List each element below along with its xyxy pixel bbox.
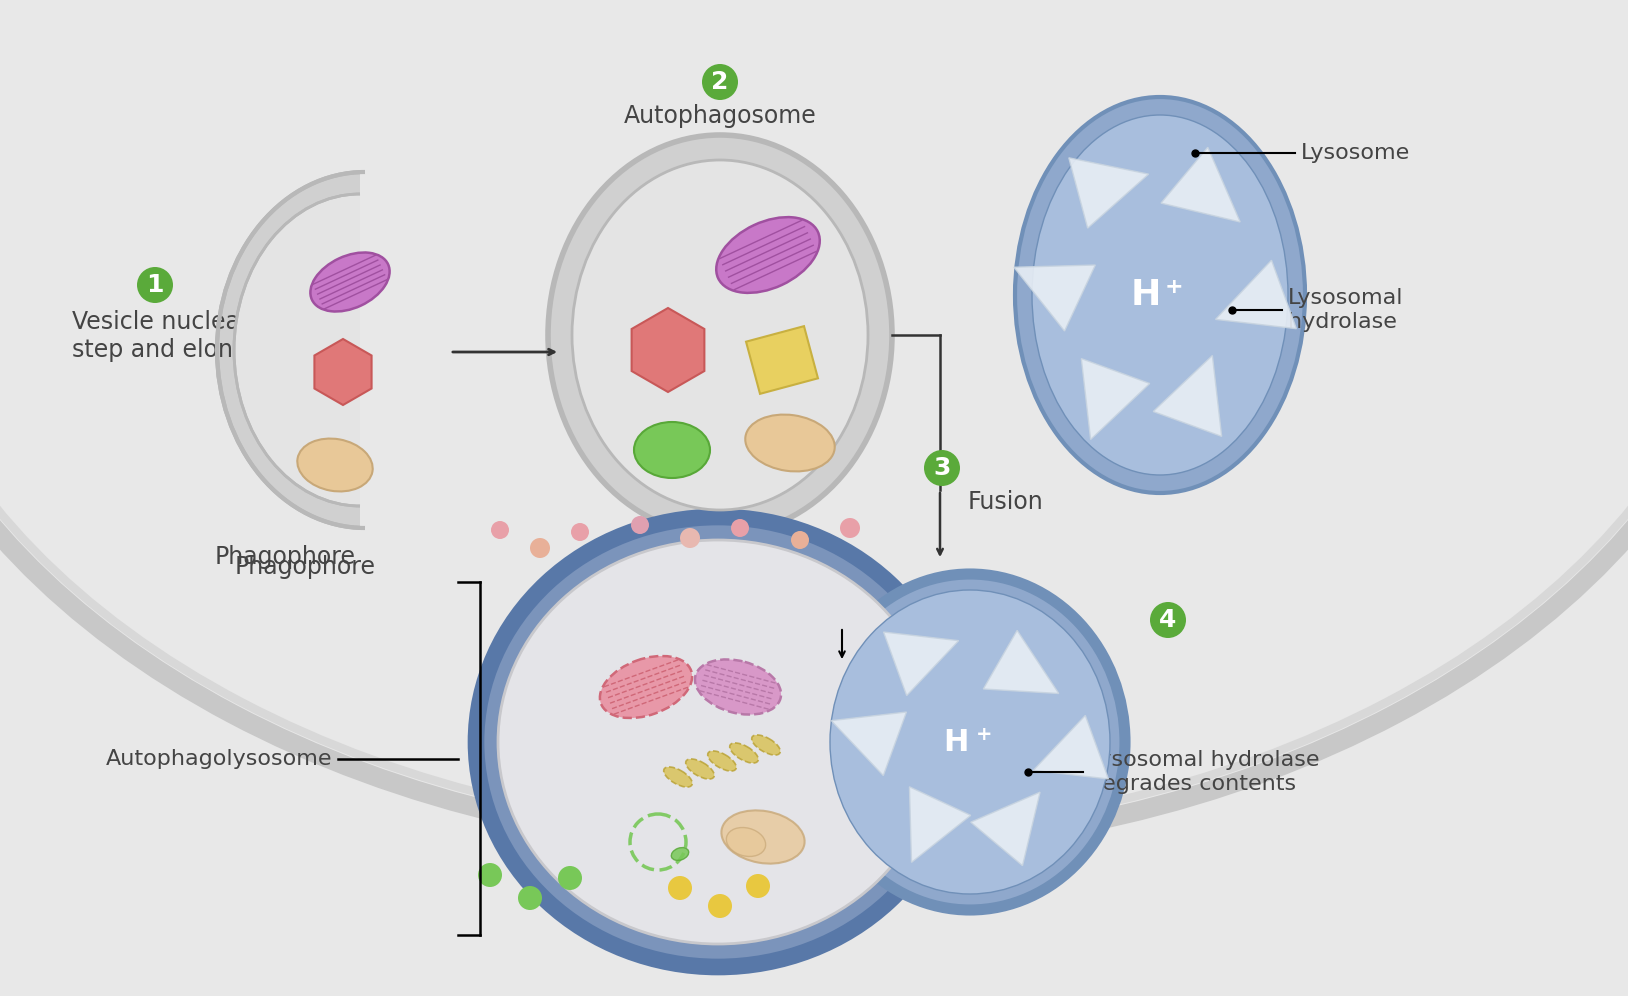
Circle shape (746, 874, 770, 898)
Ellipse shape (311, 253, 389, 312)
Circle shape (479, 863, 501, 887)
Text: Lysosome: Lysosome (1301, 143, 1410, 163)
Ellipse shape (298, 438, 373, 491)
Text: Lysosomal hydrolase
degrades contents: Lysosomal hydrolase degrades contents (1088, 750, 1320, 794)
Polygon shape (314, 339, 371, 405)
Ellipse shape (633, 422, 710, 478)
Ellipse shape (664, 767, 692, 787)
Circle shape (571, 523, 589, 541)
Circle shape (702, 64, 737, 100)
Text: Autophagosome: Autophagosome (624, 104, 816, 128)
Circle shape (681, 528, 700, 548)
Circle shape (492, 521, 510, 539)
Text: Phagophore: Phagophore (234, 555, 376, 579)
Ellipse shape (234, 194, 487, 506)
Ellipse shape (475, 517, 961, 967)
Ellipse shape (726, 828, 765, 857)
Ellipse shape (830, 590, 1110, 894)
Polygon shape (1161, 147, 1241, 222)
Polygon shape (970, 792, 1040, 866)
FancyBboxPatch shape (746, 326, 817, 393)
Text: Vesicle nucleation
step and elongation: Vesicle nucleation step and elongation (72, 310, 308, 362)
Polygon shape (910, 787, 970, 863)
Circle shape (708, 894, 733, 918)
Text: 3: 3 (933, 456, 951, 480)
Polygon shape (1070, 157, 1149, 228)
Text: Phagophore: Phagophore (215, 545, 355, 569)
Ellipse shape (695, 659, 781, 714)
Polygon shape (884, 632, 959, 695)
Ellipse shape (498, 540, 938, 944)
Circle shape (558, 866, 581, 890)
Ellipse shape (549, 135, 892, 535)
Circle shape (925, 450, 961, 486)
Polygon shape (832, 712, 907, 776)
Ellipse shape (217, 172, 513, 528)
Text: Lysosomal
hydrolase: Lysosomal hydrolase (1288, 289, 1403, 332)
Ellipse shape (752, 735, 780, 755)
Circle shape (632, 516, 650, 534)
Text: H: H (943, 727, 969, 757)
Polygon shape (1081, 359, 1149, 439)
Ellipse shape (1014, 97, 1306, 493)
Ellipse shape (599, 656, 692, 718)
Text: Autophagolysosome: Autophagolysosome (106, 749, 332, 769)
Text: H: H (1131, 278, 1161, 312)
Bar (360, 162, 527, 538)
Text: 1: 1 (147, 273, 164, 297)
Ellipse shape (708, 751, 736, 771)
Ellipse shape (671, 848, 689, 861)
Circle shape (518, 886, 542, 910)
Text: 4: 4 (1159, 608, 1177, 632)
Polygon shape (1153, 356, 1221, 436)
Polygon shape (1034, 715, 1109, 779)
Polygon shape (983, 630, 1058, 693)
Text: Fusion: Fusion (969, 490, 1044, 514)
Ellipse shape (0, 0, 1628, 850)
Circle shape (731, 519, 749, 537)
Bar (0, 200, 1628, 996)
Ellipse shape (746, 414, 835, 471)
Text: +: + (1164, 277, 1184, 297)
Circle shape (531, 538, 550, 558)
Ellipse shape (571, 160, 868, 510)
Polygon shape (1014, 265, 1096, 331)
Circle shape (667, 876, 692, 900)
Ellipse shape (721, 811, 804, 864)
Ellipse shape (685, 759, 715, 779)
Ellipse shape (716, 217, 821, 293)
Polygon shape (632, 308, 705, 392)
Ellipse shape (1032, 115, 1288, 475)
Ellipse shape (729, 743, 759, 763)
Ellipse shape (816, 574, 1125, 910)
Text: +: + (975, 724, 991, 743)
Circle shape (840, 518, 860, 538)
Circle shape (1149, 602, 1187, 638)
Circle shape (791, 531, 809, 549)
Polygon shape (1216, 260, 1296, 329)
Circle shape (137, 267, 173, 303)
Text: 2: 2 (711, 70, 729, 94)
